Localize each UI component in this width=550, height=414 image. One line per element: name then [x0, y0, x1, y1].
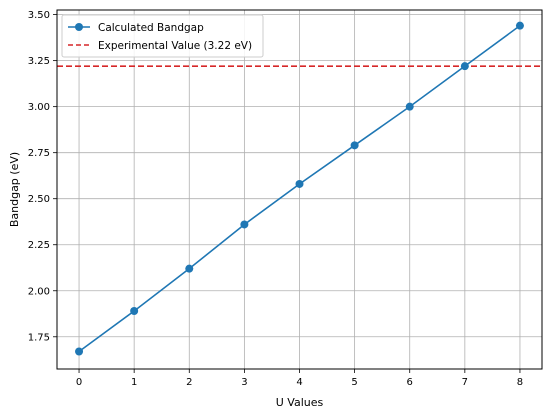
- x-tick-label: 1: [131, 377, 137, 388]
- x-tick-label: 3: [241, 377, 247, 388]
- x-tick-label: 4: [296, 377, 302, 388]
- tick-layer: 0 1 2 3 4 5 6 7 8 1.75 2.00 2.25 2.50 2.75 3.00 3.25 3.5…: [28, 10, 523, 388]
- x-tick-label: 2: [186, 377, 192, 388]
- legend-series-label: Calculated Bandgap: [98, 22, 204, 34]
- y-tick-label: 3.00: [28, 102, 50, 113]
- y-tick-label: 3.25: [28, 56, 50, 67]
- x-tick-label: 8: [517, 377, 523, 388]
- data-point-marker: [240, 220, 249, 229]
- y-axis-label: Bandgap (eV): [8, 152, 21, 227]
- data-point-marker: [130, 307, 139, 316]
- data-point-marker: [350, 141, 359, 150]
- data-point-marker: [185, 264, 194, 273]
- x-tick-label: 7: [462, 377, 468, 388]
- y-tick-label: 2.25: [28, 240, 50, 251]
- legend-reference-label: Experimental Value (3.22 eV): [98, 40, 252, 52]
- y-tick-label: 1.75: [28, 332, 50, 343]
- data-point-marker: [295, 179, 304, 188]
- legend-box: [61, 14, 264, 58]
- x-tick-label: 5: [351, 377, 357, 388]
- grid-layer: [57, 10, 542, 369]
- x-tick-label: 0: [76, 377, 82, 388]
- legend-series-marker: [75, 23, 83, 31]
- legend: Calculated Bandgap Experimental Value (3…: [61, 14, 264, 58]
- y-tick-label: 2.75: [28, 148, 50, 159]
- x-axis-label: U Values: [276, 396, 324, 409]
- data-point-marker: [405, 102, 414, 111]
- data-point-marker: [460, 62, 469, 71]
- x-tick-label: 6: [407, 377, 413, 388]
- series-layer: [75, 21, 524, 356]
- y-tick-label: 3.50: [28, 10, 50, 21]
- y-tick-label: 2.50: [28, 194, 50, 205]
- data-point-marker: [515, 21, 524, 30]
- data-point-marker: [75, 347, 84, 356]
- y-tick-label: 2.00: [28, 286, 50, 297]
